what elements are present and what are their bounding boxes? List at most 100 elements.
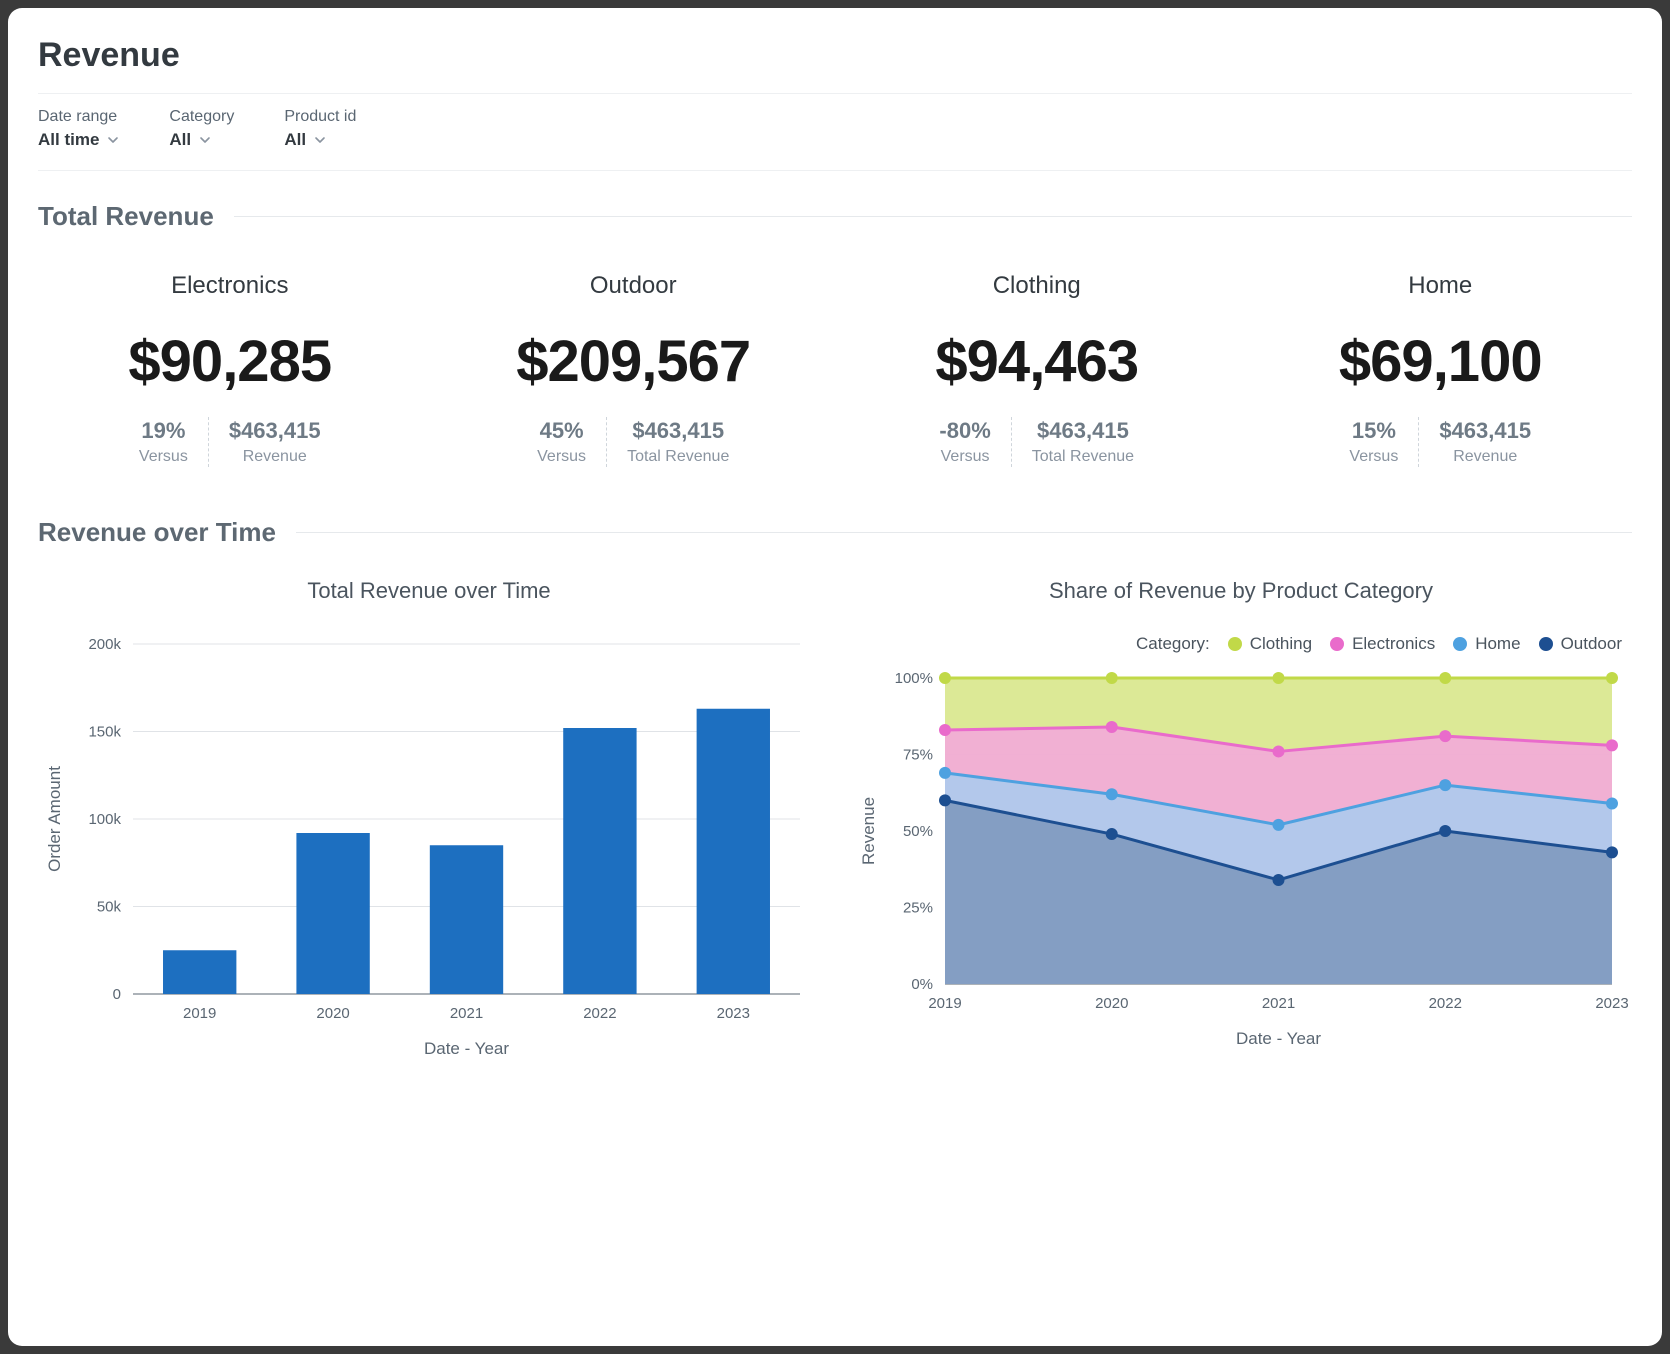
- kpi-pct-col: 15%Versus: [1329, 418, 1418, 466]
- legend-dot: [1539, 637, 1553, 651]
- marker[interactable]: [939, 794, 951, 806]
- legend-item-electronics[interactable]: Electronics: [1330, 634, 1435, 654]
- legend-dot: [1330, 637, 1344, 651]
- legend-label: Clothing: [1250, 634, 1312, 654]
- kpi-card-electronics: Electronics$90,28519%Versus$463,415Reven…: [38, 272, 422, 467]
- bar-chart: 050k100k150k200k20192020202120222023Date…: [38, 634, 820, 1064]
- kpi-comp-value: $463,415: [627, 418, 729, 444]
- marker[interactable]: [1606, 797, 1618, 809]
- marker[interactable]: [1439, 730, 1451, 742]
- filter-label: Product id: [284, 108, 356, 126]
- marker[interactable]: [939, 767, 951, 779]
- svg-text:25%: 25%: [903, 900, 933, 917]
- kpi-value: $209,567: [442, 328, 826, 395]
- bar[interactable]: [563, 728, 636, 994]
- svg-text:Date - Year: Date - Year: [1236, 1029, 1321, 1048]
- area-chart-panel: Share of Revenue by Product Category Cat…: [850, 578, 1632, 1064]
- svg-text:75%: 75%: [903, 747, 933, 764]
- divider: [296, 532, 1632, 533]
- kpi-comp-col: $463,415 Revenue: [1419, 418, 1551, 466]
- chart-legend: Category: Clothing Electronics Home Outdoor: [850, 634, 1622, 654]
- kpi-row: Electronics$90,28519%Versus$463,415Reven…: [38, 272, 1632, 467]
- kpi-card-clothing: Clothing $94,463 -80%Versus$463,415Total R…: [845, 272, 1229, 467]
- filter-dropdown[interactable]: All: [169, 130, 234, 150]
- svg-text:2020: 2020: [1095, 995, 1128, 1012]
- kpi-value: $90,285: [38, 328, 422, 395]
- chevron-down-icon: [314, 134, 326, 146]
- kpi-title: Clothing: [845, 272, 1229, 300]
- divider: [234, 216, 1632, 217]
- chevron-down-icon: [107, 134, 119, 146]
- kpi-comp-label: Total Revenue: [1032, 448, 1134, 466]
- kpi-comparison: 19%Versus$463,415Revenue: [38, 417, 422, 467]
- legend-title: Category:: [1136, 634, 1210, 654]
- page-title: Revenue: [38, 36, 1632, 75]
- filter-dropdown[interactable]: All time: [38, 130, 119, 150]
- marker[interactable]: [1439, 672, 1451, 684]
- chevron-down-icon: [199, 134, 211, 146]
- legend-item-home[interactable]: Home: [1453, 634, 1520, 654]
- kpi-pct: 19%: [139, 418, 188, 444]
- svg-text:100%: 100%: [895, 670, 933, 687]
- svg-text:2023: 2023: [717, 1005, 750, 1022]
- kpi-comparison: 15%Versus $463,415 Revenue: [1249, 417, 1633, 467]
- svg-text:2022: 2022: [1429, 995, 1462, 1012]
- kpi-comparison: 45%Versus$463,415Total Revenue: [442, 417, 826, 467]
- bar[interactable]: [296, 833, 369, 994]
- kpi-pct-label: Versus: [537, 448, 586, 466]
- svg-text:2021: 2021: [1262, 995, 1295, 1012]
- legend-label: Home: [1475, 634, 1520, 654]
- svg-text:2019: 2019: [928, 995, 961, 1012]
- kpi-comp-label: Total Revenue: [627, 448, 729, 466]
- filter-label: Date range: [38, 108, 119, 126]
- svg-text:50k: 50k: [97, 899, 122, 916]
- marker[interactable]: [1439, 825, 1451, 837]
- marker[interactable]: [1606, 672, 1618, 684]
- legend-item-outdoor[interactable]: Outdoor: [1539, 634, 1622, 654]
- section-header-total-revenue: Total Revenue: [38, 201, 1632, 232]
- kpi-pct-label: Versus: [939, 448, 990, 466]
- kpi-comp-label: Revenue: [1439, 448, 1531, 466]
- svg-text:Date - Year: Date - Year: [424, 1039, 509, 1058]
- marker[interactable]: [1439, 779, 1451, 791]
- filter-bar: Date range All time CategoryAll Product id A…: [38, 93, 1632, 171]
- bar[interactable]: [697, 709, 770, 994]
- kpi-comp-value: $463,415: [1439, 418, 1531, 444]
- filter-category: CategoryAll: [169, 108, 234, 150]
- filter-value: All: [169, 130, 191, 150]
- kpi-title: Outdoor: [442, 272, 826, 300]
- kpi-comp-label: Revenue: [229, 448, 321, 466]
- filter-value: All: [284, 130, 306, 150]
- kpi-pct-col: 19%Versus: [119, 418, 208, 466]
- marker[interactable]: [1273, 745, 1285, 757]
- marker[interactable]: [1606, 739, 1618, 751]
- marker[interactable]: [1273, 819, 1285, 831]
- marker[interactable]: [1106, 672, 1118, 684]
- kpi-comp-col: $463,415Total Revenue: [1012, 418, 1154, 466]
- svg-text:2023: 2023: [1595, 995, 1628, 1012]
- kpi-value: $94,463: [845, 328, 1229, 395]
- legend-item-clothing[interactable]: Clothing: [1228, 634, 1312, 654]
- svg-text:Order Amount: Order Amount: [45, 766, 64, 872]
- chart-title: Share of Revenue by Product Category: [850, 578, 1632, 604]
- bar[interactable]: [163, 950, 236, 994]
- marker[interactable]: [1606, 846, 1618, 858]
- svg-text:0%: 0%: [911, 976, 933, 993]
- marker[interactable]: [1273, 874, 1285, 886]
- chart-title: Total Revenue over Time: [38, 578, 820, 604]
- marker[interactable]: [1106, 828, 1118, 840]
- marker[interactable]: [939, 672, 951, 684]
- marker[interactable]: [1273, 672, 1285, 684]
- bar[interactable]: [430, 845, 503, 994]
- marker[interactable]: [1106, 721, 1118, 733]
- kpi-pct-col: -80%Versus: [919, 418, 1010, 466]
- marker[interactable]: [939, 724, 951, 736]
- marker[interactable]: [1106, 788, 1118, 800]
- legend-label: Electronics: [1352, 634, 1435, 654]
- area-chart: 0% 25% 50% 75% 100% 2019 2020 2021 2022 2023 Date …: [850, 668, 1632, 1054]
- filter-dropdown[interactable]: All: [284, 130, 356, 150]
- svg-text:50%: 50%: [903, 823, 933, 840]
- svg-text:200k: 200k: [88, 636, 121, 653]
- dashboard-window: Revenue Date range All time CategoryAll Pro…: [8, 8, 1662, 1346]
- svg-text:0: 0: [113, 986, 121, 1003]
